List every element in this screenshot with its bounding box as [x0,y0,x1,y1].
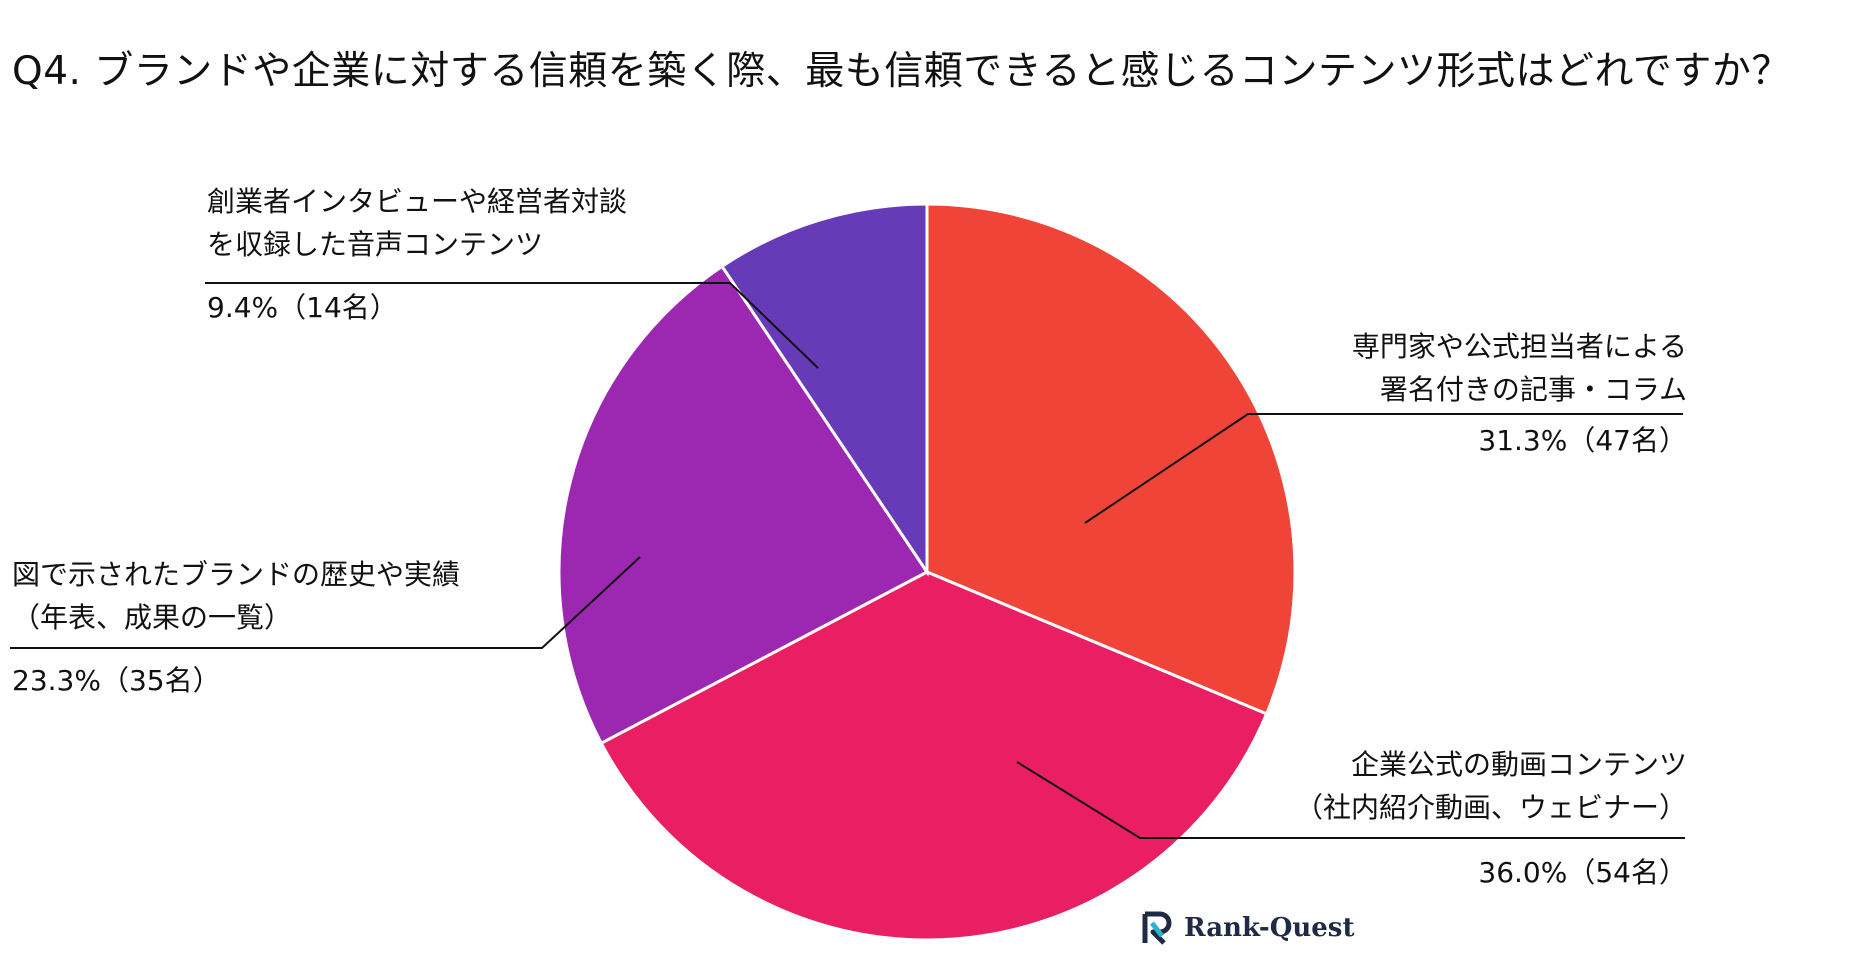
slice-label-0-line-1: 署名付きの記事・コラム [1379,373,1687,406]
leader-line-2 [10,556,641,649]
slice-label-1: 企業公式の動画コンテンツ （社内紹介動画、ウェビナー） 36.0%（54名） [1295,743,1687,894]
slice-label-1-line-1: （社内紹介動画、ウェビナー） [1294,791,1687,824]
rank-quest-logo-text: Rank-Quest [1184,913,1355,943]
pie-slice-3 [719,202,929,577]
slice-label-0: 専門家や公式担当者による 署名付きの記事・コラム 31.3%（47名） [1352,325,1687,462]
slice-label-2: 図で示されたブランドの歴史や実績 （年表、成果の一覧） 23.3%（35名） [12,553,460,702]
slice-label-3-value: 9.4%（14名） [207,291,398,324]
slice-label-1-value: 36.0%（54名） [1478,856,1687,889]
chart-title: Q4. ブランドや企業に対する信頼を築く際、最も信頼できると感じるコンテンツ形式… [12,49,1791,94]
leader-line-0 [1084,413,1683,524]
slice-label-2-value: 23.3%（35名） [12,664,221,697]
slice-label-3-line-0: 創業者インタビューや経営者対談 [207,185,628,218]
slice-label-2-line-0: 図で示されたブランドの歴史や実績 [12,558,461,591]
pie-slice-0 [925,202,1297,716]
rank-quest-logo: Rank-Quest [1140,910,1354,946]
slice-label-3-line-1: を収録した音声コンテンツ [207,228,544,261]
leader-line-3 [205,282,819,369]
pie-slice-2 [557,264,930,746]
slice-label-3: 創業者インタビューや経営者対談 を収録した音声コンテンツ 9.4%（14名） [207,180,627,329]
slice-label-0-value: 31.3%（47名） [1478,424,1687,457]
pie-slice-1 [599,570,1269,942]
leader-line-1 [1016,761,1685,839]
slice-label-1-line-0: 企業公式の動画コンテンツ [1350,748,1687,781]
slice-label-0-line-0: 専門家や公式担当者による [1351,330,1687,363]
slice-label-2-line-1: （年表、成果の一覧） [12,601,293,634]
rank-quest-logo-icon [1142,911,1172,945]
